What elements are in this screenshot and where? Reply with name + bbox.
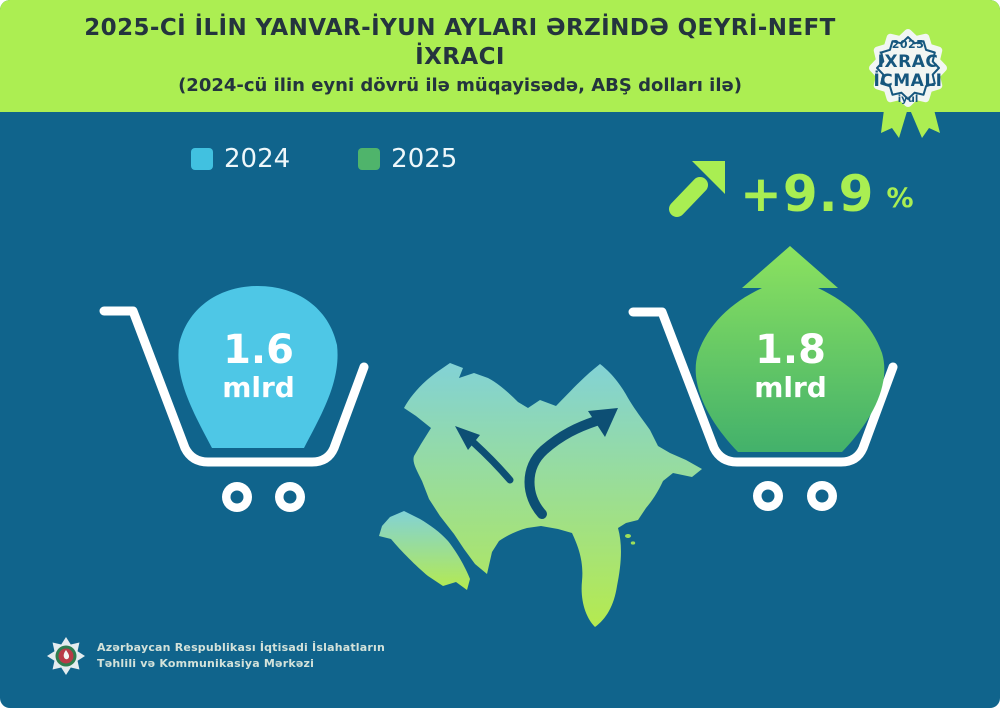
cart-2025-arrow-blob [695,246,885,452]
unit-2025: mlrd [754,371,827,404]
footer-org-name: Azərbaycan Respublikası İqtisadi İslahat… [97,640,385,673]
cart-2025-wheels [753,481,837,511]
report-badge: 2025 İXRAC İCMALI iyul [858,16,958,120]
legend-label-2024: 2024 [224,144,291,174]
growth-value: +9.9 [740,164,875,223]
map-island [625,534,631,538]
cart-2025 [628,246,898,511]
page-title: 2025-Cİ İLİN YANVAR-İYUN AYLARI ƏRZİNDƏ … [84,14,836,70]
azerbaijan-emblem-icon [47,637,85,675]
unit-2024: mlrd [222,371,295,404]
value-2025: 1.8 [755,327,826,373]
page-subtitle: (2024-cü ilin eyni dövrü ilə müqayisədə,… [178,75,742,97]
cart-2024-blob [178,286,338,448]
footer-org-line1: Azərbaycan Respublikası İqtisadi İslahat… [97,640,386,654]
cart-2024-outline [99,306,369,467]
cart-2025-outline [628,307,898,467]
map-mainland [404,363,702,627]
up-right-arrow-icon [669,161,725,217]
badge-year: 2025 [891,38,925,51]
footer: Azərbaycan Respublikası İqtisadi İslahat… [46,636,385,676]
cart-2024 [99,286,369,512]
legend-swatch-2025-icon [358,148,381,170]
badge-title-line1: İXRAC [877,52,939,72]
value-2024: 1.6 [223,327,294,373]
map-island [630,541,636,545]
growth-indicator: +9.9 % [668,156,914,218]
badge-month: iyul [897,94,919,105]
legend-swatch-2024-icon [191,148,213,170]
legend-label-2025: 2025 [391,144,458,174]
azerbaijan-map [379,363,702,627]
cart-2024-wheels [222,482,305,512]
legend-item-2025: 2025 [358,144,457,174]
map-nakhchivan [379,511,470,590]
badge-ribbon-icon [881,94,940,138]
legend-item-2024: 2024 [191,144,290,174]
header-band: 2025-Cİ İLİN YANVAR-İYUN AYLARI ƏRZİNDƏ … [0,0,1000,112]
badge-title-line2: İCMALI [873,71,943,91]
footer-org-line2: Təhlili və Kommunikasiya Mərkəzi [97,657,315,670]
growth-percent-sign: % [886,183,914,214]
legend: 2024 2025 [191,144,457,174]
export-arrows-icon [455,408,618,519]
